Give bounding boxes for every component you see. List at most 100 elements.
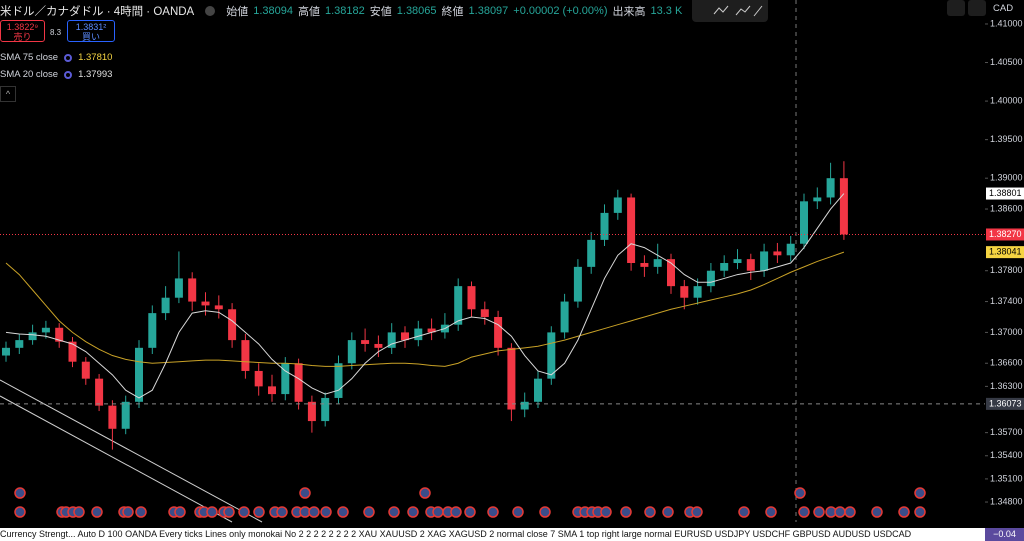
y-tick-label: 1.36300 xyxy=(990,381,1023,391)
candle-body xyxy=(201,301,210,306)
price-label-box xyxy=(986,187,1024,200)
ohlc-label: 始値 xyxy=(226,6,249,18)
event-icon xyxy=(738,506,750,518)
event-icon xyxy=(388,506,400,518)
event-icon xyxy=(299,487,311,499)
price-label-box xyxy=(986,397,1024,410)
candle-body xyxy=(613,197,622,213)
candle-body xyxy=(587,239,596,267)
buy-button[interactable]: 1.3831² 買い xyxy=(67,20,115,42)
legend-item[interactable]: SMA 75 close 1.37810 xyxy=(0,52,112,63)
candle-body xyxy=(281,363,290,395)
tool-icon[interactable] xyxy=(735,5,751,16)
trend-line xyxy=(0,379,263,523)
event-icon xyxy=(14,506,26,518)
symbol-name: 米ドル／カナダドル · 4時間 · OANDA xyxy=(0,6,195,18)
trend-line xyxy=(0,395,233,523)
y-tick-label: 1.40000 xyxy=(990,95,1023,105)
candle-body xyxy=(68,341,77,362)
candle-body xyxy=(228,309,237,341)
candle-body xyxy=(2,347,10,356)
status-icon xyxy=(205,6,216,16)
event-icon xyxy=(691,506,703,518)
event-icon xyxy=(122,506,134,518)
ohlc-value: 1.38065 xyxy=(396,5,437,17)
candle-body xyxy=(81,361,90,379)
tool-icon[interactable] xyxy=(713,5,729,15)
candle-body xyxy=(813,197,822,202)
y-tick-label: 1.35100 xyxy=(990,473,1023,483)
candle-body xyxy=(520,401,529,410)
candle-body xyxy=(560,301,569,333)
candle-body xyxy=(321,397,330,422)
y-tick-label: 1.39500 xyxy=(990,134,1023,144)
ohlc-label: 終値 xyxy=(441,6,464,18)
candle-body xyxy=(15,340,24,348)
candle-body xyxy=(600,212,609,240)
legend-item[interactable]: SMA 20 close 1.37993 xyxy=(0,69,112,80)
event-icon xyxy=(813,506,825,518)
candle-body xyxy=(467,286,476,310)
price-label-box xyxy=(986,246,1024,259)
indicator-value: −0.04 xyxy=(985,528,1024,541)
candle-body xyxy=(188,278,197,302)
candle-body xyxy=(294,363,303,402)
candle-body xyxy=(41,327,50,333)
candle-body xyxy=(746,259,755,271)
tool-icon[interactable] xyxy=(753,5,763,17)
candle-body xyxy=(28,332,37,341)
y-tick-label: 1.35700 xyxy=(990,427,1023,437)
event-icon xyxy=(407,506,419,518)
candle-body xyxy=(268,386,276,395)
candle-body xyxy=(174,278,183,298)
collapse-button[interactable]: ^ xyxy=(0,86,16,102)
sell-label: 売り xyxy=(13,32,32,42)
y-tick-label: 1.39000 xyxy=(990,173,1023,183)
event-icon xyxy=(798,506,810,518)
price-label: 1.38801 xyxy=(989,188,1022,198)
candle-body xyxy=(414,328,423,341)
change: +0.00002 (+0.00%) xyxy=(513,5,608,17)
ohlc-value: 1.38094 xyxy=(253,5,293,17)
candle-body xyxy=(361,340,370,344)
candle-body xyxy=(507,347,516,410)
price-label: 1.36073 xyxy=(989,398,1022,408)
event-icon xyxy=(206,506,218,518)
reset-button[interactable] xyxy=(968,0,986,16)
y-tick-label: 1.40500 xyxy=(990,57,1023,67)
candle-body xyxy=(135,347,143,402)
y-tick-label: 1.35400 xyxy=(990,450,1023,460)
event-icon xyxy=(834,506,846,518)
volume-label: 出来高 xyxy=(612,6,646,18)
candle-body xyxy=(839,178,848,235)
candle-body xyxy=(307,401,316,422)
event-icon xyxy=(620,506,632,518)
sma-line xyxy=(5,193,845,399)
event-icon xyxy=(135,506,147,518)
event-icon xyxy=(308,506,320,518)
candle-body xyxy=(573,266,582,302)
y-tick-label: 1.36600 xyxy=(990,358,1023,368)
candle-body xyxy=(241,340,250,371)
event-icon xyxy=(320,506,332,518)
event-icon xyxy=(898,506,910,518)
candle-body xyxy=(480,309,489,317)
candle-body xyxy=(667,259,675,287)
price-axis xyxy=(985,0,1024,528)
symbol-header: 米ドル／カナダドル · 4時間 · OANDA 始値 1.38094 高値 1.38… xyxy=(0,3,682,19)
scroll-button[interactable] xyxy=(947,0,965,16)
event-icon xyxy=(14,487,26,499)
sell-button[interactable]: 1.3822⁹ 売り xyxy=(0,20,45,42)
buy-label: 買い xyxy=(81,32,100,42)
candle-body xyxy=(161,297,170,314)
candle-body xyxy=(347,340,356,364)
settings-icon xyxy=(64,70,73,79)
candle-body xyxy=(374,343,383,348)
candle-body xyxy=(653,259,662,267)
currency[interactable]: CAD xyxy=(993,3,1014,14)
candle-body xyxy=(693,286,702,298)
candle-body xyxy=(387,332,396,348)
event-icon xyxy=(871,506,883,518)
event-icon xyxy=(644,506,656,518)
candle-body xyxy=(720,263,729,271)
